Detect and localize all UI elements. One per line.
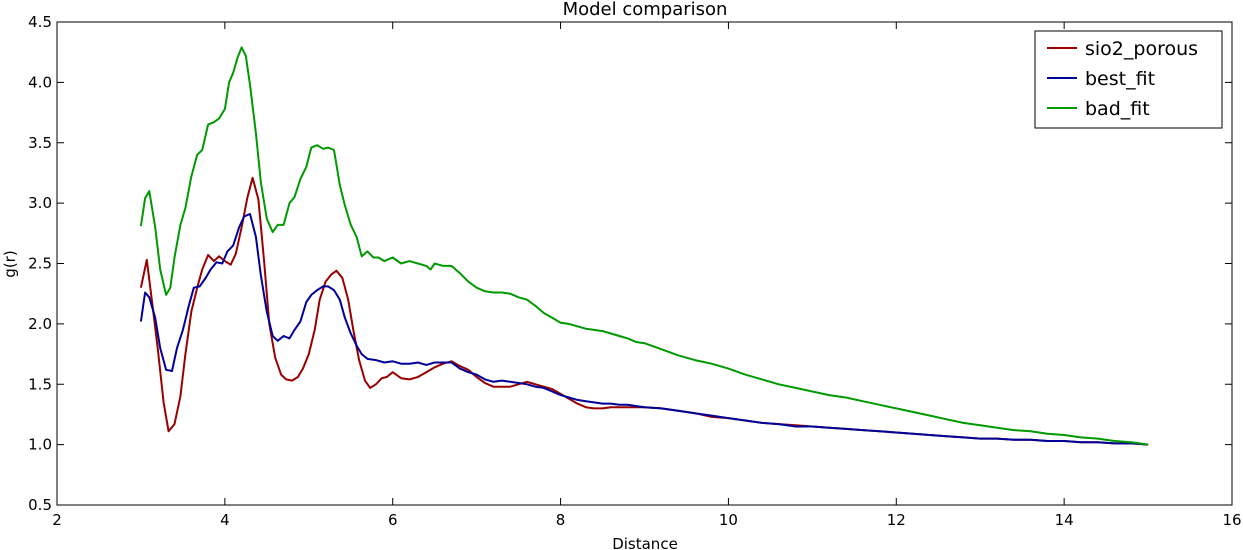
x-tick-label: 14 bbox=[1055, 511, 1074, 529]
y-tick-label: 2.0 bbox=[28, 315, 52, 333]
y-tick-label: 1.5 bbox=[28, 375, 52, 393]
y-tick-label: 3.0 bbox=[28, 194, 52, 212]
y-tick-label: 3.5 bbox=[28, 134, 52, 152]
chart-title: Model comparison bbox=[563, 0, 728, 20]
x-tick-label: 4 bbox=[220, 511, 230, 529]
x-axis-label: Distance bbox=[612, 535, 678, 550]
series-layer bbox=[139, 46, 1149, 446]
x-tick-label: 16 bbox=[1222, 511, 1241, 529]
y-tick-label: 2.5 bbox=[28, 255, 52, 273]
legend-label-bad-fit: bad_fit bbox=[1085, 98, 1150, 120]
x-tick-label: 10 bbox=[719, 511, 738, 529]
y-tick-label: 4.0 bbox=[28, 73, 52, 91]
series-line-bad-fit bbox=[139, 46, 1149, 446]
x-tick-label: 6 bbox=[388, 511, 398, 529]
x-tick-label: 2 bbox=[52, 511, 62, 529]
y-axis-label: g(r) bbox=[1, 250, 19, 277]
y-tick-label: 1.0 bbox=[28, 436, 52, 454]
y-tick-label: 4.5 bbox=[28, 13, 52, 31]
legend: sio2_porous best_fit bad_fit bbox=[1034, 30, 1223, 129]
legend-label-sio2-porous: sio2_porous bbox=[1085, 38, 1198, 60]
x-tick-label: 12 bbox=[887, 511, 906, 529]
legend-label-best-fit: best_fit bbox=[1085, 68, 1155, 90]
ticks-layer: 2 4 6 8 10 12 14 16 0.5 1.0 1.5 2.0 2.5 3.0 3.5 4.0 4.5 bbox=[28, 13, 1241, 529]
y-tick-label: 0.5 bbox=[28, 496, 52, 514]
x-tick-label: 8 bbox=[556, 511, 566, 529]
series-line-best-fit bbox=[139, 213, 1149, 446]
